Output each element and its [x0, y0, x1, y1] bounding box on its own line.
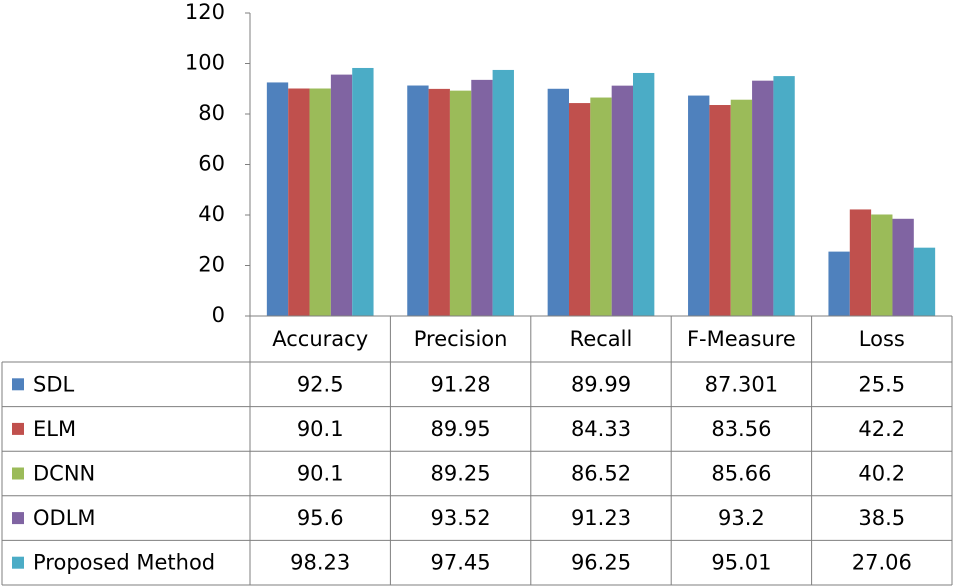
- table-value: 98.23: [290, 551, 350, 575]
- legend-swatch: [12, 467, 24, 480]
- table-value: 93.52: [431, 506, 491, 530]
- table-value: 83.56: [711, 417, 771, 441]
- bar: [730, 99, 753, 317]
- legend-label: DCNN: [33, 462, 95, 486]
- table-value: 42.2: [858, 417, 905, 441]
- table-value: 95.6: [297, 506, 344, 530]
- bar: [611, 85, 634, 316]
- bar: [449, 90, 472, 316]
- table-value: 85.66: [711, 462, 771, 486]
- bar: [849, 209, 872, 316]
- bar: [330, 74, 353, 316]
- table-value: 90.1: [297, 417, 344, 441]
- bar: [633, 72, 655, 316]
- table-value: 91.23: [571, 506, 631, 530]
- bar: [288, 88, 310, 316]
- bar: [471, 79, 493, 316]
- table-value: 97.45: [431, 551, 491, 575]
- table-value: 95.01: [711, 551, 771, 575]
- legend-swatch: [12, 512, 24, 525]
- bar: [266, 82, 289, 316]
- bar: [492, 69, 514, 316]
- table-value: 25.5: [858, 372, 905, 396]
- legend-label: ELM: [33, 417, 76, 441]
- legend-label: Proposed Method: [33, 551, 215, 575]
- bar: [352, 67, 374, 316]
- x-tick-label: Loss: [859, 327, 905, 351]
- bar: [871, 214, 893, 316]
- table-value: 89.99: [571, 372, 631, 396]
- legend-label: SDL: [33, 372, 75, 396]
- y-tick-label: 20: [198, 253, 225, 277]
- y-tick-label: 100: [185, 51, 225, 75]
- y-tick-label: 120: [185, 0, 225, 24]
- table-value: 27.06: [852, 551, 912, 575]
- bar: [828, 251, 850, 316]
- table-value: 84.33: [571, 417, 631, 441]
- bar: [913, 247, 936, 316]
- bar: [688, 95, 710, 316]
- table-value: 87.301: [705, 372, 778, 396]
- bar: [709, 105, 731, 316]
- bar: [428, 88, 450, 316]
- legend-swatch: [12, 556, 24, 569]
- bar: [773, 76, 795, 316]
- table-value: 90.1: [297, 462, 344, 486]
- legend-swatch: [12, 378, 24, 391]
- table-value: 38.5: [858, 506, 905, 530]
- y-tick-label: 80: [198, 101, 225, 125]
- bar: [309, 88, 331, 316]
- table-value: 89.25: [431, 462, 491, 486]
- legend-swatch: [12, 422, 24, 435]
- x-tick-label: Recall: [570, 327, 633, 351]
- table-value: 92.5: [297, 372, 344, 396]
- legend-label: ODLM: [33, 506, 96, 530]
- table-value: 89.95: [431, 417, 491, 441]
- table-value: 86.52: [571, 462, 631, 486]
- y-tick-label: 60: [198, 152, 225, 176]
- table-value: 96.25: [571, 551, 631, 575]
- table-value: 91.28: [431, 372, 491, 396]
- x-tick-label: Precision: [414, 327, 508, 351]
- bar: [568, 103, 591, 317]
- bar: [752, 80, 774, 316]
- x-tick-label: F-Measure: [687, 327, 796, 351]
- y-tick-label: 40: [198, 202, 225, 226]
- bar: [892, 218, 914, 316]
- table-value: 40.2: [858, 462, 905, 486]
- bar: [407, 85, 429, 316]
- y-tick-label: 0: [212, 303, 225, 327]
- x-tick-label: Accuracy: [272, 327, 368, 351]
- bar: [590, 97, 612, 316]
- bar: [547, 88, 569, 316]
- table-value: 93.2: [718, 506, 765, 530]
